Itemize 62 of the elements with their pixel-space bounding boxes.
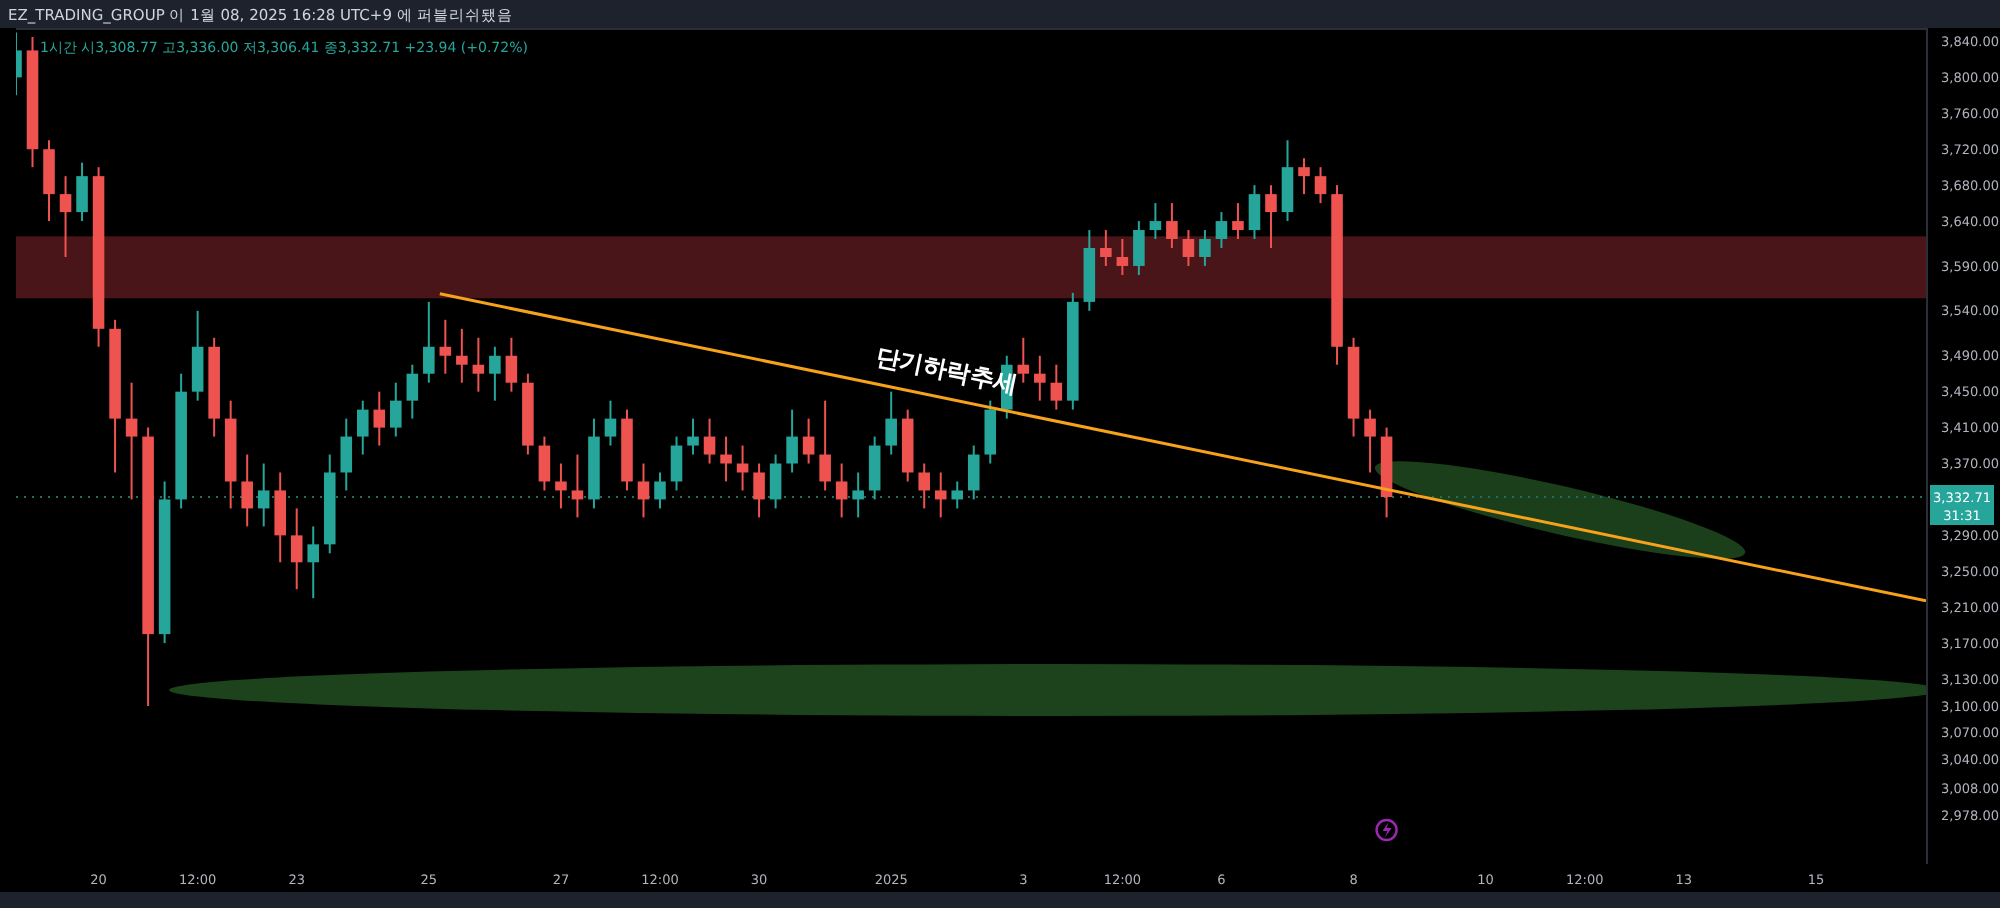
candlestick — [423, 300, 435, 384]
candlestick — [489, 345, 501, 402]
candlestick — [918, 462, 930, 510]
candlestick — [1215, 211, 1228, 249]
candlestick — [76, 161, 88, 223]
candlestick — [1298, 157, 1310, 196]
candlestick — [802, 417, 815, 465]
candlestick — [456, 327, 468, 384]
candlestick — [1281, 139, 1294, 223]
candlestick — [1149, 202, 1162, 241]
candlestick — [967, 444, 980, 501]
candlestick — [786, 408, 798, 474]
candlestick — [356, 399, 369, 456]
candlestick — [439, 318, 452, 375]
candlestick — [125, 381, 138, 501]
candlestick — [307, 525, 320, 600]
candlestick — [1248, 184, 1261, 241]
candlestick — [1100, 229, 1112, 267]
candlestick — [1133, 220, 1145, 276]
candlestick — [340, 417, 353, 492]
candlestick — [1265, 184, 1277, 249]
candlestick — [720, 435, 732, 483]
candlestick — [637, 462, 650, 519]
candlestick — [703, 417, 716, 465]
candlestick — [257, 462, 270, 528]
candlestick — [191, 309, 204, 402]
candlestick — [390, 381, 402, 438]
candlestick — [868, 435, 881, 501]
candlestick — [59, 175, 72, 258]
candlestick — [43, 139, 55, 223]
candlestick — [934, 471, 947, 519]
candlestick — [1232, 202, 1244, 241]
candlestick — [687, 417, 699, 456]
candlestick — [1166, 202, 1178, 249]
candlestick — [654, 471, 666, 510]
candlestick — [1017, 336, 1030, 384]
candlestick — [819, 399, 831, 492]
candlestick — [538, 435, 551, 492]
candlestick — [290, 507, 303, 591]
candlestick — [1050, 363, 1063, 411]
candlestick — [1034, 354, 1046, 402]
candlestick — [406, 363, 419, 420]
candlestick — [852, 471, 864, 519]
candlestick — [670, 435, 683, 492]
candlestick — [1116, 238, 1129, 276]
candlestick — [769, 453, 782, 510]
candlestick — [373, 390, 386, 447]
candlestick — [274, 471, 286, 564]
candlestick — [1182, 229, 1195, 267]
candlestick — [951, 480, 964, 510]
candlestick — [555, 462, 567, 510]
candlestick — [753, 462, 765, 519]
candlestick — [1199, 229, 1211, 267]
candlestick — [571, 453, 584, 519]
candlestick — [604, 399, 617, 447]
candlestick — [241, 453, 253, 528]
candlestick — [835, 462, 848, 519]
candlestick — [1364, 408, 1376, 474]
candlestick — [1314, 166, 1327, 205]
candlestick — [505, 336, 518, 393]
candlestick — [472, 336, 485, 393]
candlestick — [984, 399, 997, 465]
